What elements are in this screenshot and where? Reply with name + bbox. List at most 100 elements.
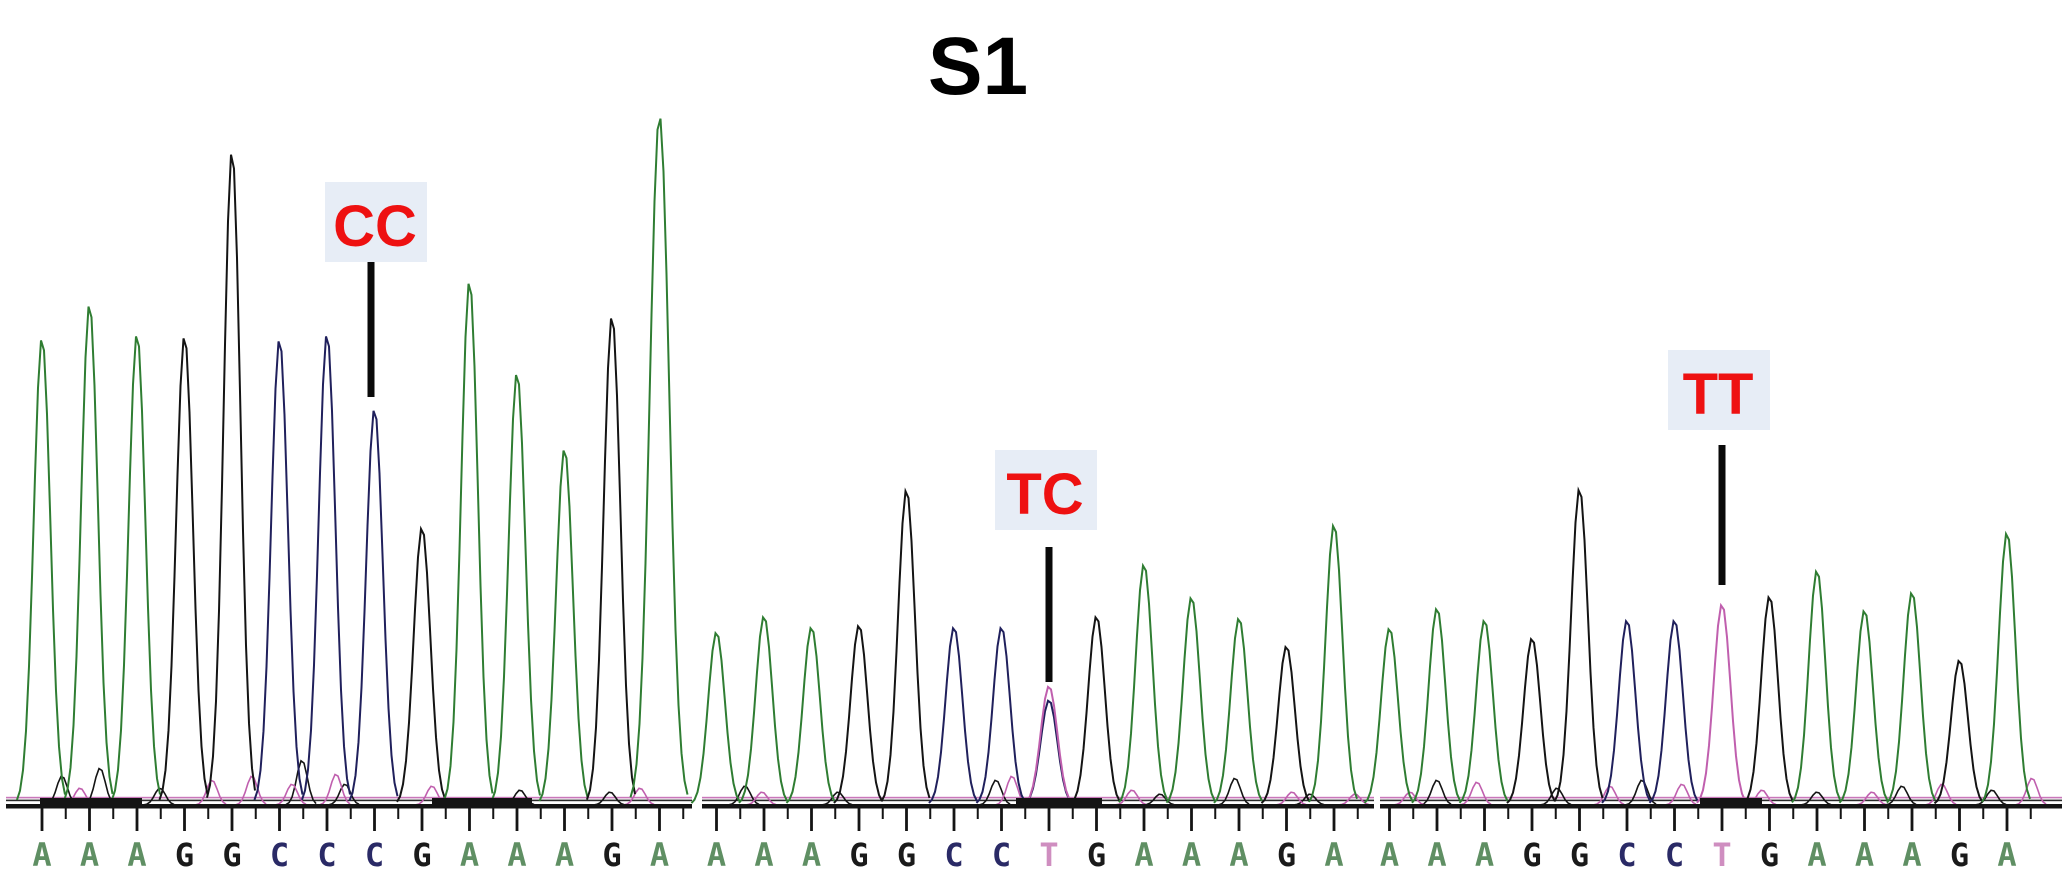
trace-peak-G [586, 318, 636, 800]
trace-peak-C [1601, 618, 1651, 804]
trace-peak-A [111, 336, 161, 801]
trace-peak-A [1981, 530, 2031, 803]
noise-bump-G [593, 791, 625, 806]
base-call-letter: G [1760, 836, 1779, 874]
minor-tick [1459, 808, 1462, 819]
noise-bump-G [1540, 787, 1572, 806]
baseline-axis [1380, 804, 2062, 809]
noise-bump-G [1218, 777, 1250, 806]
trace-peak-G [880, 487, 931, 802]
noise-bump-T [275, 783, 307, 806]
base-call-letter: C [365, 836, 384, 874]
major-tick [1000, 808, 1003, 831]
major-tick [183, 808, 186, 831]
minor-tick [634, 808, 637, 819]
baseline-axis [6, 804, 692, 809]
major-tick [40, 808, 44, 831]
minor-tick [159, 808, 162, 819]
base-call-letter: A [1427, 836, 1446, 874]
noise-bump-G [1143, 793, 1175, 806]
noise-bump-G [1975, 789, 2007, 806]
noise-bump-T [995, 775, 1027, 806]
trace-peak-A [629, 118, 689, 798]
genotype-label-box [995, 450, 1097, 530]
baseline-axis [702, 804, 1374, 809]
noise-bump-G [328, 783, 360, 806]
minor-tick [929, 808, 932, 819]
trace-peak-G [206, 154, 256, 798]
baseline-bar [1016, 798, 1102, 805]
major-tick [952, 808, 956, 831]
genotype-label-box [325, 182, 427, 262]
trace-peak-A [1308, 522, 1358, 803]
major-tick [1483, 808, 1486, 831]
figure-title: S1 [928, 21, 1028, 112]
trace-peak-G [1743, 594, 1794, 804]
base-call-letter: C [1665, 836, 1684, 874]
major-tick [515, 808, 519, 831]
minor-tick [682, 808, 685, 819]
minor-tick [1507, 808, 1510, 819]
trace-peak-G [158, 338, 209, 801]
base-call-letter: G [1087, 836, 1106, 874]
noise-bump-T [319, 773, 351, 806]
major-tick [325, 808, 329, 831]
major-tick [905, 808, 908, 831]
major-tick [610, 808, 614, 831]
trace-peak-A [738, 614, 788, 804]
trace-peak-A [1213, 616, 1263, 804]
major-tick [2005, 808, 2009, 831]
minor-tick [1744, 808, 1747, 819]
major-tick [1435, 808, 1439, 831]
major-tick [1958, 808, 1961, 831]
trace-peak-A [1458, 618, 1509, 804]
sample-panel-2: A A A G G C C T G A A A G ATC [690, 450, 1374, 874]
minor-tick [1602, 808, 1605, 819]
minor-tick [1356, 808, 1359, 819]
base-call-letter: A [1324, 836, 1343, 874]
base-call-letter: G [1570, 836, 1589, 874]
major-tick [88, 808, 91, 831]
base-call-letter: T [1039, 836, 1058, 874]
base-call-letter: A [80, 836, 99, 874]
noise-bump-G [1885, 785, 1917, 806]
trace-peak-A [63, 306, 114, 800]
trace-peak-C [1648, 618, 1699, 804]
base-call-letter: A [1475, 836, 1494, 874]
major-tick [658, 808, 661, 831]
base-call-letter: A [1902, 836, 1921, 874]
minor-tick [397, 808, 400, 819]
major-tick [1625, 808, 1629, 831]
base-call-letter: A [707, 836, 726, 874]
trace-peak-A [538, 450, 589, 802]
minor-tick [444, 808, 447, 819]
base-call-letter: G [1277, 836, 1296, 874]
trace-peak-T [1696, 602, 1746, 804]
trace-peak-G [1933, 658, 1984, 805]
major-tick [1578, 808, 1581, 831]
base-call-letter: A [460, 836, 479, 874]
base-call-letter: A [1807, 836, 1826, 874]
trace-peak-A [785, 625, 836, 804]
noise-bump-G [1625, 779, 1657, 806]
major-tick [1530, 808, 1534, 831]
minor-tick [207, 808, 210, 819]
baseline-bar [40, 798, 142, 805]
noise-bump-T [1925, 783, 1957, 806]
minor-tick [976, 808, 979, 819]
baseline-bar [1700, 798, 1762, 805]
noise-bump-T [1855, 791, 1887, 806]
minor-tick [302, 808, 305, 819]
minor-tick [587, 808, 590, 819]
trace-peak-A [443, 283, 494, 800]
major-tick [1047, 808, 1051, 831]
major-tick [468, 808, 471, 831]
noise-bump-T [1115, 789, 1147, 806]
genotype-label: TC [1006, 462, 1083, 527]
minor-tick [739, 808, 742, 819]
base-call-letter: A [1182, 836, 1201, 874]
base-call-letter: A [754, 836, 773, 874]
trace-peak-A [1165, 595, 1216, 804]
